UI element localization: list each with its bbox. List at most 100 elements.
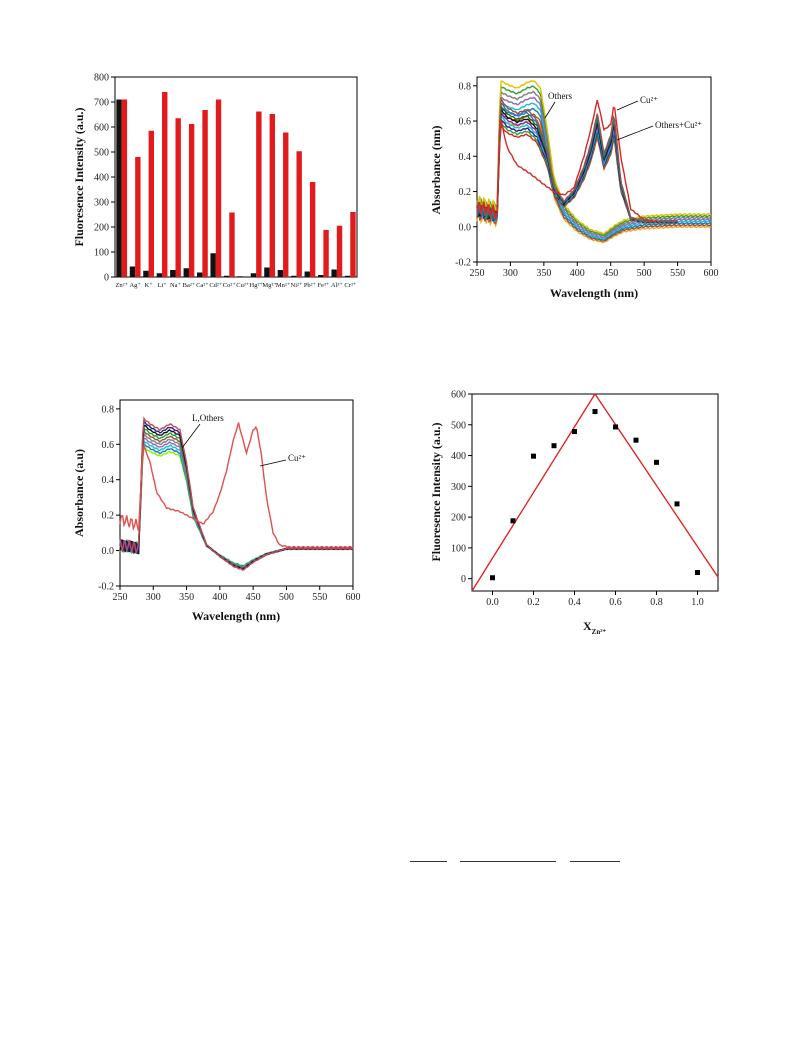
- panel-c-x-axis-label: Wavelength (nm): [192, 609, 280, 623]
- panel-a-bar: [291, 275, 297, 277]
- panel-a-category-label: Pb²⁺: [304, 282, 317, 289]
- stray-rule-1: [410, 861, 447, 862]
- panel-a-bar: [237, 276, 243, 277]
- panel-d-xtick-label: 0.8: [650, 597, 663, 608]
- panel-d-ytick-label: 600: [451, 390, 466, 401]
- panel-a-bar: [318, 275, 324, 277]
- panel-a-ytick-label: 400: [94, 173, 109, 184]
- panel-d-x-axis-label: XZn²⁺: [583, 619, 606, 636]
- panel-b-arrow-cu: [616, 100, 639, 111]
- panel-b-series-line: [476, 85, 712, 237]
- panel-b-ytick-label: -0.2: [455, 258, 471, 269]
- panel-a-category-label: Li⁺: [157, 282, 167, 289]
- panel-b-series-line: [476, 89, 712, 237]
- panel-b-xtick-label: 450: [603, 268, 618, 279]
- panel-b-xtick-label: 300: [503, 268, 518, 279]
- panel-d-data-point: [572, 429, 577, 435]
- panel-c-xtick-label: 350: [179, 592, 194, 603]
- panel-b-series-line: [476, 125, 678, 226]
- panel-a-bar-chart: 0 100 200 300 400 500 600 700 800 Zn²⁺ Ag⁺ K⁺ Li⁺ Na…: [72, 73, 358, 289]
- panel-a-bar: [143, 270, 149, 277]
- panel-d-data-point: [490, 575, 495, 581]
- panel-a-category-label: Co²⁺: [223, 282, 237, 289]
- panel-c-xtick-label: 300: [146, 592, 161, 603]
- panel-a-ytick-label: 0: [104, 273, 109, 284]
- panel-d-ytick-label: 0: [461, 574, 466, 585]
- panel-b-line-chart: 250 300 350 400 450 500 550 600 -0.2 0.0 0.2 0.4 0.6…: [429, 76, 719, 300]
- panel-d-fit-line: [471, 393, 596, 592]
- panel-a-bar: [116, 99, 122, 277]
- panel-b-plot-frame: [476, 76, 712, 263]
- panel-b-xtick-label: 250: [470, 268, 485, 279]
- panel-d-ytick-label: 200: [451, 513, 466, 524]
- panel-a-bar: [264, 267, 270, 277]
- panel-c-xtick-label: 550: [312, 592, 327, 603]
- stray-rule-3: [570, 861, 620, 862]
- panel-d-xtick-label: 0.6: [609, 597, 622, 608]
- panel-a-category-label: Fe³⁺: [317, 282, 329, 289]
- panel-d-ytick-label: 300: [451, 482, 466, 493]
- panel-b-ytick-label: 0.2: [459, 187, 472, 198]
- panel-a-bar: [309, 182, 316, 277]
- panel-a-category-label: Cd²⁺: [209, 282, 223, 289]
- panel-b-series-line: [476, 117, 678, 224]
- panel-c-axis-ticks: 250 300 350 400 450 500 550 600 -0.2 0.0 0.2 0.4 0.6…: [98, 404, 360, 603]
- panel-d-data-point: [613, 424, 618, 430]
- panel-c-annotation-others: L,Others: [192, 413, 224, 423]
- panel-a-category-label: Ba²⁺: [183, 282, 196, 289]
- panel-a-bar: [183, 268, 189, 277]
- panel-a-bar: [135, 157, 141, 277]
- panel-a-bar: [197, 272, 203, 277]
- panel-c-arrow-cu: [259, 459, 287, 467]
- panel-a-bar: [170, 270, 176, 277]
- panel-a-category-label: Zn²⁺: [115, 282, 128, 289]
- panel-c-xtick-label: 500: [279, 592, 294, 603]
- panel-d-xtick-label: 1.0: [691, 597, 704, 608]
- panel-a-y-axis-label: Fluoresence Intensity (a.u.): [72, 107, 86, 246]
- panel-d-data-point: [654, 459, 659, 465]
- panel-d-data-point: [510, 518, 516, 524]
- panel-a-bar: [215, 99, 222, 277]
- panel-a-category-label: Al³⁺: [331, 282, 343, 289]
- panel-c-y-axis-label: Absorbance (a.u): [72, 449, 86, 537]
- panel-d-data-point: [531, 453, 536, 459]
- panel-b-axis-ticks: 250 300 350 400 450 500 550 600 -0.2 0.0 0.2 0.4 0.6…: [455, 81, 718, 279]
- panel-d-ytick-label: 400: [451, 451, 466, 462]
- panel-c-xtick-label: 600: [346, 592, 361, 603]
- panel-d-data-point: [633, 437, 639, 443]
- panel-a-bar: [350, 212, 356, 277]
- panel-a-bars: [116, 92, 356, 277]
- panel-d-axis-ticks: 0.0 0.2 0.4 0.6 0.8 1.0 0 100 200 300 400 500 600: [451, 390, 704, 609]
- panel-d-ytick-label: 500: [451, 420, 466, 431]
- panel-c-annotation-cu: Cu²⁺: [288, 453, 306, 463]
- panel-b-spectra: [476, 80, 712, 244]
- panel-d-fit-line: [594, 393, 719, 578]
- panel-c-ytick-label: 0.0: [102, 546, 115, 557]
- panel-d-xtick-label: 0.4: [568, 597, 581, 608]
- panel-a-category-label: Na⁺: [170, 282, 182, 289]
- panel-d-data-point: [695, 570, 700, 576]
- panel-b-series-line: [476, 119, 712, 244]
- panel-b-ytick-label: 0.4: [459, 152, 472, 163]
- panel-a-category-label: Hg²⁺: [250, 282, 264, 289]
- panel-a-bar: [210, 253, 216, 277]
- panel-b-annotation-others: Others: [548, 91, 572, 101]
- panel-a-bar: [256, 111, 262, 277]
- panel-b-xtick-label: 550: [670, 268, 685, 279]
- panel-a-bar: [121, 99, 128, 277]
- panel-a-ytick-label: 500: [94, 148, 109, 159]
- panel-a-bar: [156, 273, 163, 277]
- panel-d-y-axis-label: Fluoresence Intensity (a.u.): [429, 422, 443, 561]
- panel-a-ytick-label: 700: [94, 98, 109, 109]
- panel-a-bar: [148, 130, 154, 277]
- panel-a-bar: [304, 271, 310, 277]
- panel-a-category-label: Mg²⁺: [262, 282, 277, 289]
- panel-d-ytick-label: 100: [451, 543, 466, 554]
- stray-rule-2: [460, 861, 556, 862]
- panel-b-annotation-cu: Cu²⁺: [640, 95, 658, 105]
- panel-a-bar: [129, 266, 136, 277]
- panel-a-category-label: Ag⁺: [129, 282, 141, 289]
- panel-a-category-label: Cr³⁺: [344, 282, 356, 289]
- panel-d-data-point: [674, 501, 680, 507]
